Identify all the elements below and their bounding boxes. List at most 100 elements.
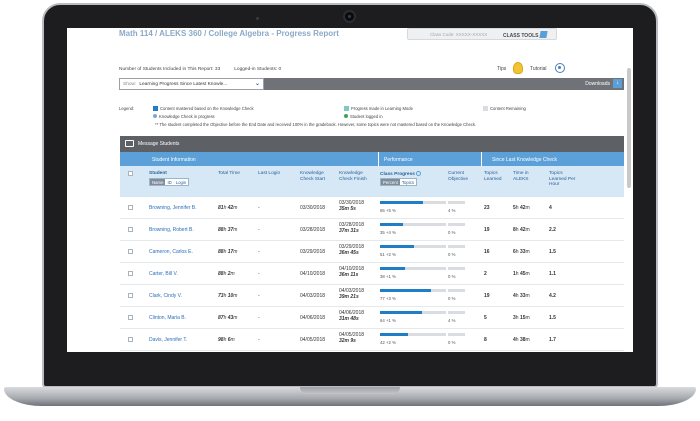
objective-progress-bar xyxy=(448,201,465,204)
last-login: - xyxy=(258,315,260,321)
toggle-percent[interactable]: Percent xyxy=(381,179,400,185)
table-row[interactable]: Browning, Robert B. 88h 37m - 03/28/2018 03/… xyxy=(120,219,624,241)
student-name-link[interactable]: Clinton, Maria B. xyxy=(149,315,186,321)
download-icon[interactable]: ↓ xyxy=(613,79,622,88)
table-row[interactable]: Davis, Jennifer T. 98h 6m - 04/05/2018 04/05… xyxy=(120,329,624,351)
legend-kc-progress: Knowledge Check in progress xyxy=(159,114,215,119)
col-time-in-aleks[interactable]: Time in ALEKS xyxy=(513,171,529,182)
col-last-login[interactable]: Last Login xyxy=(258,171,281,176)
lightbulb-icon[interactable] xyxy=(513,62,523,74)
class-progress-fill xyxy=(380,201,423,204)
select-all-checkbox[interactable] xyxy=(128,171,133,176)
objective-progress-label: 0 % xyxy=(448,252,456,257)
last-login: - xyxy=(258,293,260,299)
class-progress-label: 77 +3 % xyxy=(380,296,396,301)
message-students-label: Message Students xyxy=(138,141,180,147)
topics-learned: 2 xyxy=(484,271,487,277)
student-name-link[interactable]: Browning, Robert B. xyxy=(149,227,194,233)
show-dropdown[interactable]: Show: Learning Progress Since Latest Know… xyxy=(119,78,264,90)
row-checkbox[interactable] xyxy=(128,293,133,298)
laptop-base xyxy=(4,387,696,406)
objective-progress-bar xyxy=(448,289,465,292)
table-row[interactable]: Browning, Jennifer B. 81h 42m - 03/30/2018 0… xyxy=(120,197,624,219)
total-time: 98h 6m xyxy=(218,337,235,343)
progress-report-page: Math 114 / ALEKS 360 / College Algebra -… xyxy=(67,28,633,352)
col-current-objective[interactable]: Current Objective xyxy=(448,171,468,182)
objective-progress-bar xyxy=(448,333,465,336)
col-topics-learned[interactable]: Topics Learned xyxy=(484,171,502,182)
class-progress-bar xyxy=(380,311,446,314)
topics-per-hour: 1.7 xyxy=(549,337,556,343)
message-students-bar[interactable]: Message Students xyxy=(120,136,624,152)
class-progress-bar xyxy=(380,223,446,226)
student-name-link[interactable]: Davis, Jennifer T. xyxy=(149,337,188,343)
student-name-link[interactable]: Cameron, Carlos E. xyxy=(149,249,193,255)
column-header-row: Student Name ID Login Total Time Last Logi… xyxy=(120,166,624,197)
class-progress-label: Class Progress xyxy=(380,172,415,177)
class-progress-label: 35 +4 % xyxy=(380,230,396,235)
class-progress-bar xyxy=(380,267,446,270)
student-table-body: Browning, Jennifer B. 81h 42m - 03/30/2018 0… xyxy=(120,197,624,352)
toggle-name[interactable]: Name xyxy=(150,179,166,185)
class-progress-bar xyxy=(380,333,446,336)
info-icon[interactable] xyxy=(415,171,421,176)
topics-per-hour: 1.5 xyxy=(549,249,556,255)
col-student[interactable]: Student xyxy=(149,171,167,176)
col-kc-finish[interactable]: Knowledge Check Finish xyxy=(339,171,367,182)
kc-start: 03/28/2018 xyxy=(300,227,326,233)
objective-progress-label: 0 % xyxy=(448,230,456,235)
kc-start: 04/10/2018 xyxy=(300,271,326,277)
col-class-progress[interactable]: Class Progress xyxy=(380,171,421,178)
learning-swatch xyxy=(344,106,349,111)
time-in-aleks: 6h 33m xyxy=(513,249,530,255)
downloads-label[interactable]: Downloads xyxy=(585,81,610,87)
class-progress-label: 42 +2 % xyxy=(380,340,396,345)
table-row[interactable]: Clark, Cindy V. 73h 10m - 04/03/2018 04/03/2… xyxy=(120,285,624,307)
mastered-swatch xyxy=(153,106,158,111)
col-total-time[interactable]: Total Time xyxy=(218,171,240,176)
table-row[interactable]: Davis, Tracy C.85h 6m-03/23/201803/23/20… xyxy=(120,351,624,352)
kc-start: 03/30/2018 xyxy=(300,205,326,211)
kc-finish: 04/05/2018 32m 9s xyxy=(339,332,365,344)
kc-start: 03/29/2018 xyxy=(300,249,326,255)
topics-learned: 8 xyxy=(484,337,487,343)
table-row[interactable]: Clinton, Maria B. 87h 43m - 04/06/2018 04/06… xyxy=(120,307,624,329)
topics-per-hour: 4 xyxy=(549,205,552,211)
report-toolbar: Show: Learning Progress Since Latest Know… xyxy=(119,78,624,90)
progress-display-toggle: Percent Topics xyxy=(380,178,417,186)
row-checkbox[interactable] xyxy=(128,205,133,210)
row-checkbox[interactable] xyxy=(128,227,133,232)
objective-progress-bar xyxy=(448,223,465,226)
row-checkbox[interactable] xyxy=(128,249,133,254)
row-checkbox[interactable] xyxy=(128,315,133,320)
table-row[interactable]: Carter, Bill V. 88h 2m - 04/10/2018 04/10/20… xyxy=(120,263,624,285)
vertical-scrollbar[interactable] xyxy=(627,68,631,188)
row-checkbox[interactable] xyxy=(128,337,133,342)
tutorial-icon[interactable] xyxy=(555,63,565,73)
total-time: 88h 2m xyxy=(218,271,235,277)
topics-learned: 19 xyxy=(484,293,490,299)
class-progress-bar xyxy=(380,245,446,248)
student-name-link[interactable]: Browning, Jennifer B. xyxy=(149,205,197,211)
class-progress-fill xyxy=(380,311,423,314)
col-kc-start[interactable]: Knowledge Check Start xyxy=(300,171,326,182)
topics-learned: 16 xyxy=(484,249,490,255)
student-name-link[interactable]: Clark, Cindy V. xyxy=(149,293,182,299)
time-in-aleks: 4h 33m xyxy=(513,293,530,299)
legend-title: Legend: xyxy=(119,106,135,111)
kc-start: 04/06/2018 xyxy=(300,315,326,321)
topics-learned: 5 xyxy=(484,315,487,321)
toggle-topics[interactable]: Topics xyxy=(401,180,414,185)
screen: Math 114 / ALEKS 360 / College Algebra -… xyxy=(67,28,633,352)
toggle-login[interactable]: Login xyxy=(175,180,187,185)
class-code-field[interactable]: Class Code: XXXXX-XXXXX xyxy=(407,28,557,40)
row-checkbox[interactable] xyxy=(128,271,133,276)
table-row[interactable]: Cameron, Carlos E. 88h 17m - 03/29/2018 03/2… xyxy=(120,241,624,263)
kc-finish: 04/10/2018 36m 11s xyxy=(339,266,365,278)
class-tools-button[interactable]: CLASS TOOLS xyxy=(503,28,549,40)
legend-remaining: Content Remaining xyxy=(490,106,526,111)
toggle-id[interactable]: ID xyxy=(167,180,172,185)
topics-per-hour: 1.5 xyxy=(549,315,556,321)
student-name-link[interactable]: Carter, Bill V. xyxy=(149,271,178,277)
col-topics-per-hour[interactable]: Topics Learned Per Hour xyxy=(549,171,576,188)
